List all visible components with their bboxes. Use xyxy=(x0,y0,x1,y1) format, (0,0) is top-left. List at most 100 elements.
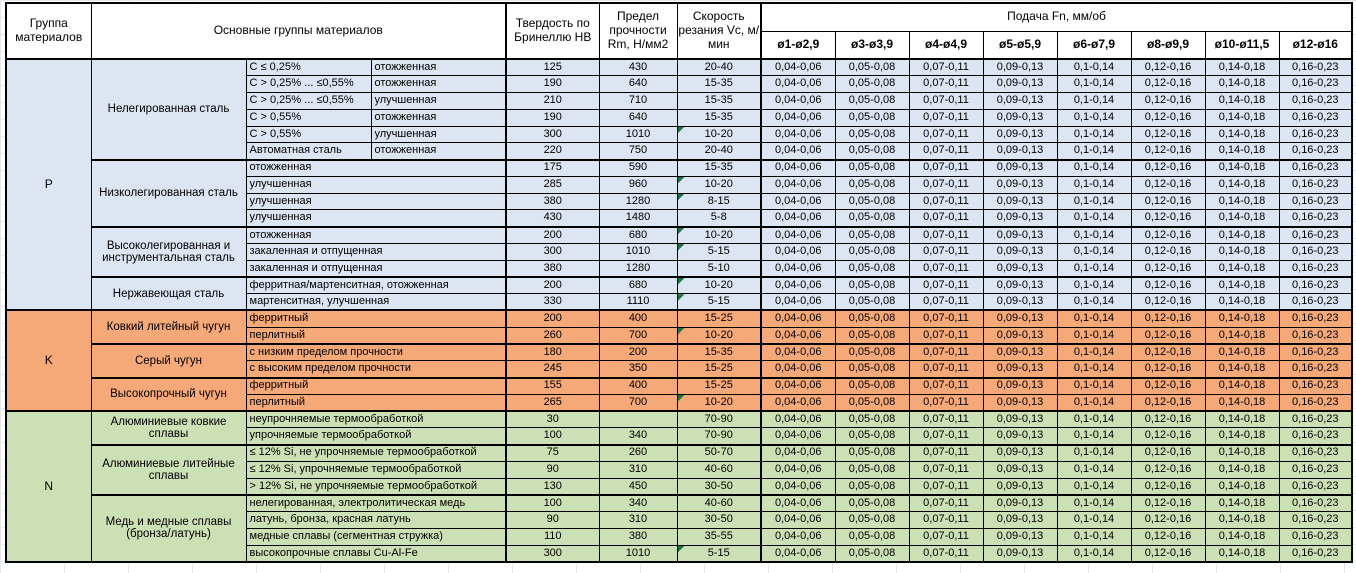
cell-feed-value[interactable]: 0,07-0,11 xyxy=(908,410,984,429)
header-feed[interactable]: Подача Fn, мм/об xyxy=(759,2,1353,32)
cell-feed-value[interactable]: 0,12-0,16 xyxy=(1130,326,1206,345)
cell-feed-value[interactable]: 0,07-0,11 xyxy=(908,158,984,177)
cell-feed-value[interactable]: 0,05-0,08 xyxy=(834,209,910,228)
cell-feed-value[interactable]: 0,04-0,06 xyxy=(760,460,836,479)
cell-feed-value[interactable]: 0,05-0,08 xyxy=(834,309,910,328)
cell-feed-value[interactable]: 0,07-0,11 xyxy=(908,393,984,412)
cell-feed-value[interactable]: 0,14-0,18 xyxy=(1204,410,1280,429)
cell-feed-value[interactable]: 0,12-0,16 xyxy=(1130,225,1206,244)
cell-hardness-hb[interactable]: 100 xyxy=(505,427,600,446)
cell-material-category[interactable]: Алюминиевые ковкие сплавы xyxy=(90,410,247,446)
cell-feed-value[interactable]: 0,14-0,18 xyxy=(1204,259,1280,278)
cell-cutting-speed-vc[interactable]: 15-35 xyxy=(676,158,762,177)
header-feed-diameter[interactable]: ø8-ø9,9 xyxy=(1130,30,1206,60)
cell-cutting-speed-vc[interactable]: 5-15 xyxy=(676,242,762,261)
cell-strength-rm[interactable]: 340 xyxy=(598,493,678,513)
cell-feed-value[interactable]: 0,09-0,13 xyxy=(982,544,1058,563)
cell-feed-value[interactable]: 0,16-0,23 xyxy=(1278,360,1353,379)
cell-feed-value[interactable]: 0,12-0,16 xyxy=(1130,58,1206,77)
cell-feed-value[interactable]: 0,1-0,14 xyxy=(1056,376,1132,395)
cell-feed-value[interactable]: 0,05-0,08 xyxy=(834,477,910,496)
cell-strength-rm[interactable]: 1280 xyxy=(598,192,678,211)
cell-strength-rm[interactable]: 680 xyxy=(598,275,678,295)
cell-feed-value[interactable]: 0,09-0,13 xyxy=(982,175,1058,194)
cell-material-spec[interactable]: C ≤ 0,25% xyxy=(245,58,372,77)
cell-feed-value[interactable]: 0,12-0,16 xyxy=(1130,108,1206,127)
cell-feed-value[interactable]: 0,1-0,14 xyxy=(1056,125,1132,144)
cell-feed-value[interactable]: 0,14-0,18 xyxy=(1204,477,1280,496)
cell-feed-value[interactable]: 0,07-0,11 xyxy=(908,443,984,462)
cell-feed-value[interactable]: 0,12-0,16 xyxy=(1130,544,1206,563)
cell-feed-value[interactable]: 0,16-0,23 xyxy=(1278,209,1353,228)
cell-hardness-hb[interactable]: 265 xyxy=(505,393,600,412)
cell-feed-value[interactable]: 0,05-0,08 xyxy=(834,225,910,244)
cell-material-spec[interactable]: перлитный xyxy=(245,393,507,412)
cell-feed-value[interactable]: 0,09-0,13 xyxy=(982,293,1058,311)
cell-feed-value[interactable]: 0,16-0,23 xyxy=(1278,511,1353,529)
cell-feed-value[interactable]: 0,05-0,08 xyxy=(834,192,910,211)
cell-feed-value[interactable]: 0,09-0,13 xyxy=(982,259,1058,278)
cell-strength-rm[interactable]: 700 xyxy=(598,326,678,345)
cell-strength-rm[interactable]: 310 xyxy=(598,460,678,479)
cell-material-state[interactable]: отожженная xyxy=(370,75,507,94)
cell-feed-value[interactable]: 0,12-0,16 xyxy=(1130,158,1206,177)
cell-material-category[interactable]: Нержавеющая сталь xyxy=(90,275,247,311)
cell-feed-value[interactable]: 0,1-0,14 xyxy=(1056,326,1132,345)
cell-feed-value[interactable]: 0,05-0,08 xyxy=(834,175,910,194)
cell-feed-value[interactable]: 0,09-0,13 xyxy=(982,376,1058,395)
cell-feed-value[interactable]: 0,07-0,11 xyxy=(908,477,984,496)
cell-feed-value[interactable]: 0,1-0,14 xyxy=(1056,259,1132,278)
cell-cutting-speed-vc[interactable]: 10-20 xyxy=(676,326,762,345)
cell-material-spec[interactable]: > 12% Si, не упрочняемые термообработкой xyxy=(245,477,507,496)
cell-feed-value[interactable]: 0,14-0,18 xyxy=(1204,125,1280,144)
cell-feed-value[interactable]: 0,16-0,23 xyxy=(1278,527,1353,546)
cell-cutting-speed-vc[interactable]: 10-20 xyxy=(676,225,762,244)
cell-strength-rm[interactable]: 640 xyxy=(598,75,678,94)
cell-feed-value[interactable]: 0,12-0,16 xyxy=(1130,427,1206,446)
cell-strength-rm[interactable] xyxy=(598,410,678,429)
cell-feed-value[interactable]: 0,1-0,14 xyxy=(1056,511,1132,529)
cell-feed-value[interactable]: 0,04-0,06 xyxy=(760,410,836,429)
cell-feed-value[interactable]: 0,09-0,13 xyxy=(982,108,1058,127)
header-main-material-groups[interactable]: Основные группы материалов xyxy=(90,2,507,60)
cell-feed-value[interactable]: 0,07-0,11 xyxy=(908,309,984,328)
cell-feed-value[interactable]: 0,05-0,08 xyxy=(834,376,910,395)
cell-feed-value[interactable]: 0,16-0,23 xyxy=(1278,477,1353,496)
cell-feed-value[interactable]: 0,07-0,11 xyxy=(908,275,984,295)
cell-material-state[interactable]: отожженная xyxy=(370,58,507,77)
cell-feed-value[interactable]: 0,04-0,06 xyxy=(760,343,836,362)
cell-feed-value[interactable]: 0,14-0,18 xyxy=(1204,360,1280,379)
cell-feed-value[interactable]: 0,09-0,13 xyxy=(982,158,1058,177)
cell-feed-value[interactable]: 0,09-0,13 xyxy=(982,92,1058,110)
cell-feed-value[interactable]: 0,12-0,16 xyxy=(1130,443,1206,462)
cell-strength-rm[interactable]: 1480 xyxy=(598,209,678,228)
cell-feed-value[interactable]: 0,07-0,11 xyxy=(908,75,984,94)
cell-feed-value[interactable]: 0,05-0,08 xyxy=(834,125,910,144)
cell-feed-value[interactable]: 0,14-0,18 xyxy=(1204,225,1280,244)
cell-strength-rm[interactable]: 750 xyxy=(598,142,678,161)
cell-feed-value[interactable]: 0,09-0,13 xyxy=(982,477,1058,496)
cell-feed-value[interactable]: 0,09-0,13 xyxy=(982,460,1058,479)
cell-feed-value[interactable]: 0,05-0,08 xyxy=(834,460,910,479)
cell-cutting-speed-vc[interactable]: 5-8 xyxy=(676,209,762,228)
cell-strength-rm[interactable]: 350 xyxy=(598,360,678,379)
cell-feed-value[interactable]: 0,12-0,16 xyxy=(1130,360,1206,379)
cell-feed-value[interactable]: 0,07-0,11 xyxy=(908,493,984,513)
cell-feed-value[interactable]: 0,12-0,16 xyxy=(1130,92,1206,110)
cell-feed-value[interactable]: 0,14-0,18 xyxy=(1204,326,1280,345)
cell-material-state[interactable]: отожженная xyxy=(370,108,507,127)
cell-hardness-hb[interactable]: 380 xyxy=(505,259,600,278)
cell-hardness-hb[interactable]: 130 xyxy=(505,477,600,496)
cell-cutting-speed-vc[interactable]: 15-35 xyxy=(676,108,762,127)
cell-feed-value[interactable]: 0,14-0,18 xyxy=(1204,511,1280,529)
cell-feed-value[interactable]: 0,04-0,06 xyxy=(760,125,836,144)
cell-feed-value[interactable]: 0,14-0,18 xyxy=(1204,427,1280,446)
cell-material-category[interactable]: Нелегированная сталь xyxy=(90,58,247,161)
cell-feed-value[interactable]: 0,09-0,13 xyxy=(982,242,1058,261)
header-feed-diameter[interactable]: ø5-ø5,9 xyxy=(982,30,1058,60)
cell-hardness-hb[interactable]: 190 xyxy=(505,108,600,127)
cell-feed-value[interactable]: 0,12-0,16 xyxy=(1130,75,1206,94)
cell-cutting-speed-vc[interactable]: 5-15 xyxy=(676,293,762,311)
cell-feed-value[interactable]: 0,04-0,06 xyxy=(760,92,836,110)
cell-material-state[interactable]: улучшенная xyxy=(370,92,507,110)
